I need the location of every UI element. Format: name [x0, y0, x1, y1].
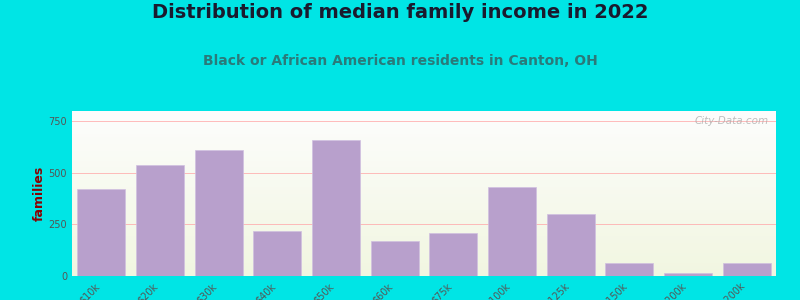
Y-axis label: families: families [33, 166, 46, 221]
Bar [72, 223, 776, 226]
Bar [72, 134, 776, 137]
Bar [72, 118, 776, 121]
Bar [72, 121, 776, 124]
Bar [72, 154, 776, 157]
Bar [72, 197, 776, 200]
Bar [72, 151, 776, 154]
Bar [72, 203, 776, 207]
Bar [72, 124, 776, 127]
Bar [72, 243, 776, 246]
Bar [72, 167, 776, 170]
Bar [72, 269, 776, 273]
Bar [72, 184, 776, 187]
Bar [664, 273, 712, 276]
Bar [546, 214, 594, 276]
Text: Distribution of median family income in 2022: Distribution of median family income in … [152, 3, 648, 22]
Bar [72, 260, 776, 263]
Bar [72, 220, 776, 223]
Bar [312, 140, 360, 276]
Bar [430, 233, 478, 276]
Bar [72, 217, 776, 220]
Bar [72, 160, 776, 164]
Bar [72, 164, 776, 167]
Bar [72, 207, 776, 210]
Bar [72, 180, 776, 184]
Bar [72, 194, 776, 197]
Bar [72, 131, 776, 134]
Bar [72, 250, 776, 253]
Bar [72, 273, 776, 276]
Text: Black or African American residents in Canton, OH: Black or African American residents in C… [202, 54, 598, 68]
Bar [72, 213, 776, 217]
Bar [488, 187, 536, 276]
Bar [72, 114, 776, 118]
Bar [72, 246, 776, 250]
Bar [72, 128, 776, 131]
Bar [72, 230, 776, 233]
Bar [72, 236, 776, 240]
Bar [136, 165, 184, 276]
Bar [72, 190, 776, 194]
Text: City-Data.com: City-Data.com [695, 116, 769, 126]
Bar [72, 147, 776, 151]
Bar [254, 231, 302, 276]
Bar [72, 177, 776, 180]
Bar [72, 226, 776, 230]
Bar [72, 144, 776, 147]
Bar [72, 174, 776, 177]
Bar [72, 200, 776, 203]
Bar [72, 111, 776, 114]
Bar [72, 266, 776, 269]
Bar [72, 157, 776, 161]
Bar [194, 150, 242, 276]
Bar [370, 241, 418, 276]
Bar [72, 187, 776, 190]
Bar [72, 253, 776, 256]
Bar [606, 262, 654, 276]
Bar [72, 170, 776, 174]
Bar [78, 189, 126, 276]
Bar [72, 210, 776, 213]
Bar [722, 262, 770, 276]
Bar [72, 137, 776, 141]
Bar [72, 233, 776, 236]
Bar [72, 240, 776, 243]
Bar [72, 263, 776, 266]
Bar [72, 141, 776, 144]
Bar [72, 256, 776, 260]
